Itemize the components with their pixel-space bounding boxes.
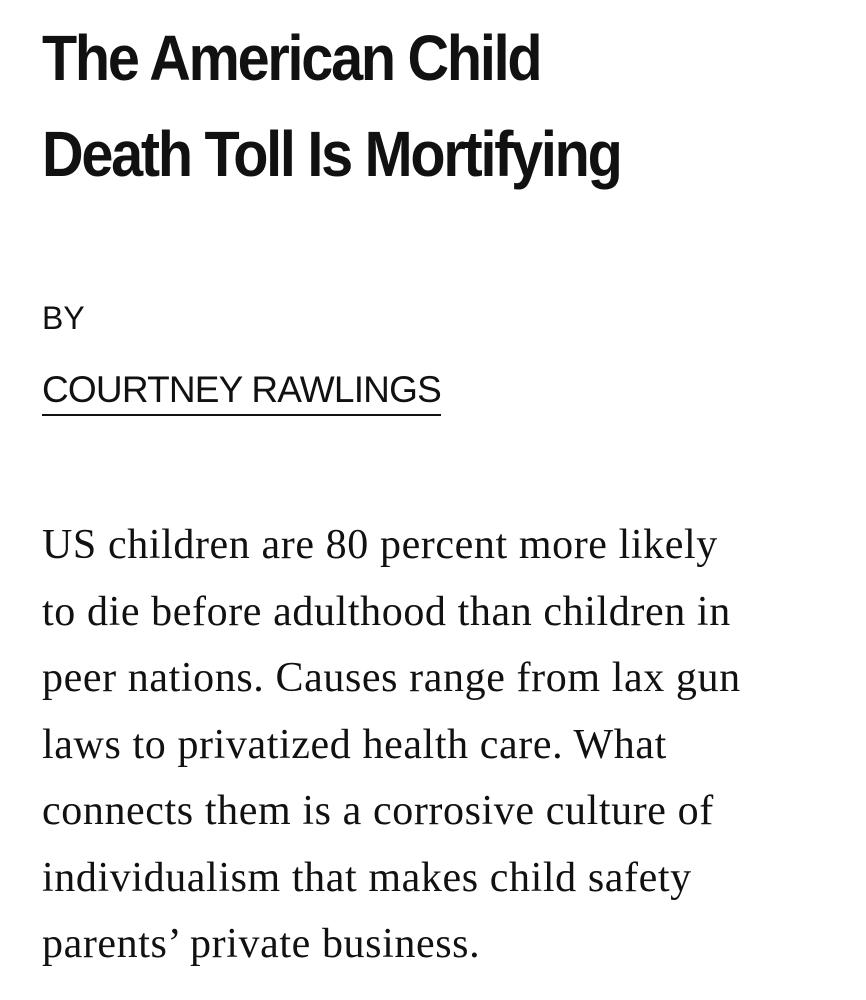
- dek-line: US children are 80 percent more likely: [42, 522, 718, 568]
- headline-line: Death Toll Is Mortifying: [42, 118, 623, 190]
- headline-line: The American Child: [42, 22, 543, 94]
- dek-line: peer nations. Causes range from lax gun: [42, 655, 741, 701]
- article-headline: The American Child Death Toll Is Mortify…: [42, 0, 762, 202]
- dek-line: to die before adulthood than children in: [42, 588, 731, 635]
- byline-by-label: BY: [42, 300, 85, 336]
- dek-line: connects them is a corrosive culture of: [42, 788, 714, 834]
- author-link[interactable]: COURTNEY RAWLINGS: [42, 368, 442, 416]
- dek-line: parents’ private business.: [42, 921, 481, 967]
- article-header: The American Child Death Toll Is Mortify…: [42, 0, 842, 978]
- dek-line: laws to privatized health care. What: [42, 721, 667, 768]
- byline: BY COURTNEY RAWLINGS: [42, 298, 842, 416]
- dek-line: individualism that makes child safety: [42, 854, 692, 901]
- article-dek: US children are 80 percent more likely t…: [42, 512, 842, 978]
